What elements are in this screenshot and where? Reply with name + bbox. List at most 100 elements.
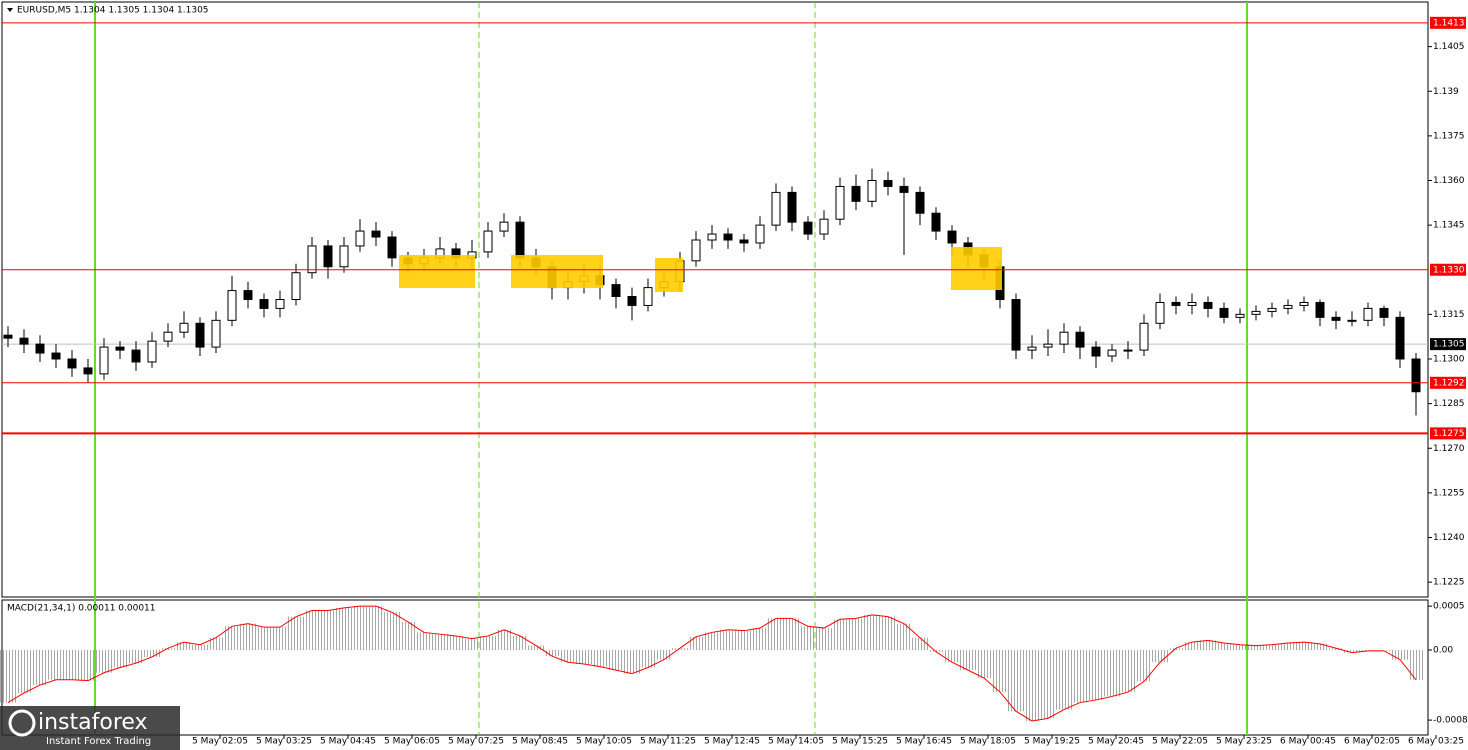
x-tick-label: 5 May 11:25 <box>640 737 696 747</box>
y-tick-label: 1.1255 <box>1433 488 1465 498</box>
x-tick-label: 5 May 10:05 <box>576 737 632 747</box>
candle-body <box>723 233 733 241</box>
candle-body <box>147 340 157 363</box>
last-price-bg <box>1430 338 1466 351</box>
y-tick-label: 1.1375 <box>1433 131 1465 141</box>
macd-bar <box>448 635 464 650</box>
x-tick-label: 5 May 12:45 <box>704 737 760 747</box>
y-tick-label: 1.1345 <box>1433 221 1465 231</box>
macd-bar <box>576 649 592 664</box>
macd-bar <box>368 606 384 650</box>
macd-bar <box>848 618 864 650</box>
level-label-bg <box>1430 263 1466 276</box>
candle-body <box>115 346 125 351</box>
x-tick-label: 5 May 16:45 <box>896 737 952 747</box>
macd-bar <box>208 637 224 650</box>
macd-bar <box>832 619 848 650</box>
macd-bar <box>784 618 800 650</box>
candle-body <box>1379 307 1389 318</box>
candle-body <box>947 230 957 244</box>
candle-body <box>1395 316 1405 360</box>
candle-body <box>179 322 189 333</box>
y-tick-label: 1.1270 <box>1433 444 1465 454</box>
macd-bar <box>496 629 512 650</box>
candle-body <box>1267 307 1277 312</box>
macd-bar <box>560 649 576 663</box>
macd-bar <box>1392 649 1408 660</box>
watermark-tagline: Instant Forex Trading <box>46 736 151 747</box>
watermark: instaforex Instant Forex Trading <box>0 706 180 750</box>
macd-bar <box>976 649 992 679</box>
candle-body <box>1107 349 1117 357</box>
candle-body <box>867 180 877 202</box>
candle-body <box>275 299 285 309</box>
candle-body <box>35 343 45 354</box>
macd-bar <box>1120 649 1136 693</box>
candle-body <box>1043 343 1053 348</box>
candle-body <box>915 191 925 214</box>
candle-body <box>1331 316 1341 321</box>
signal-box <box>399 255 475 288</box>
macd-bar <box>944 649 960 663</box>
y-tick-label: 1.139 <box>1433 87 1459 97</box>
candle-body <box>1347 319 1357 322</box>
level-label-bg <box>1430 427 1466 440</box>
candle-body <box>291 272 301 301</box>
x-tick-label: 5 May 06:05 <box>384 737 440 747</box>
candle-body <box>1219 307 1229 318</box>
macd-bar <box>1312 643 1328 650</box>
candle-body <box>803 221 813 235</box>
x-tick-label: 6 May 02:05 <box>1344 737 1400 747</box>
candle-body <box>515 221 525 259</box>
macd-bar <box>1408 649 1424 680</box>
signal-box <box>951 247 1002 290</box>
session-lines <box>94 2 1248 735</box>
y-tick-label: 0.00 <box>1433 645 1453 655</box>
macd-bar <box>1056 649 1072 710</box>
macd-bar <box>336 607 352 650</box>
macd-bar <box>800 626 816 650</box>
macd-bar <box>816 628 832 650</box>
macd-bar <box>304 610 320 650</box>
y-tick-label: 1.1315 <box>1433 310 1465 320</box>
macd-bar <box>416 632 432 650</box>
macd-bar <box>176 642 192 650</box>
x-tick-label: 5 May 08:45 <box>512 737 568 747</box>
macd-bar <box>960 649 976 671</box>
macd-bar <box>32 649 48 686</box>
macd-bar <box>96 649 112 673</box>
candle-body <box>931 212 941 232</box>
macd-bar <box>672 648 688 650</box>
candle-body <box>787 191 797 223</box>
macd-bar <box>128 649 144 664</box>
macd-title: MACD(21,34,1) 0.00011 0.00011 <box>7 604 156 614</box>
candle-body <box>627 296 637 306</box>
candle-body <box>227 290 237 321</box>
chart-title: EURUSD,M5 1.1304 1.1305 1.1304 1.1305 <box>17 6 209 16</box>
macd-bar <box>1008 649 1024 712</box>
menu-arrow <box>7 8 13 12</box>
macd-bar <box>544 649 560 657</box>
candle-body <box>1251 310 1261 315</box>
macd-bar <box>1152 649 1168 663</box>
level-label: 1.1275 <box>1433 429 1465 439</box>
last-price-label: 1.1305 <box>1433 340 1465 350</box>
macd-bar <box>192 644 208 650</box>
macd-bar <box>240 623 256 650</box>
candle-body <box>707 233 717 241</box>
macd-bar <box>1200 640 1216 650</box>
macd-bar <box>384 612 400 650</box>
macd-bar <box>64 649 80 680</box>
macd-bar <box>752 628 768 650</box>
macd-bar <box>0 649 16 703</box>
candle-body <box>691 239 701 262</box>
price-panel <box>1 1 1429 598</box>
candle-body <box>1139 322 1149 351</box>
candle-body <box>371 230 381 238</box>
macd-bar <box>704 632 720 650</box>
x-tick-label: 6 May 03:25 <box>1408 737 1464 747</box>
candle-body <box>483 230 493 253</box>
candle-body <box>611 284 621 298</box>
candle-body <box>1187 301 1197 306</box>
